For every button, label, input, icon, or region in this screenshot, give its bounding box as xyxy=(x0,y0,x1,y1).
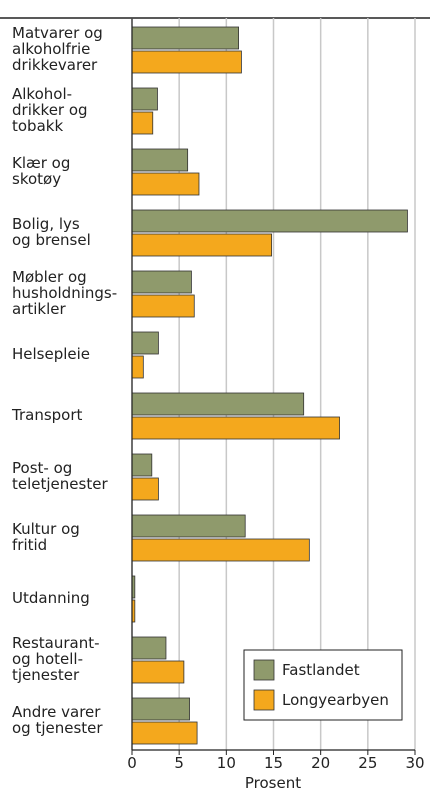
bar xyxy=(131,477,159,501)
bar xyxy=(131,392,305,416)
bar xyxy=(131,514,246,538)
bar xyxy=(131,331,159,355)
y-tick-label: Andre varer og tjenester xyxy=(12,702,103,737)
bar xyxy=(131,538,310,562)
bar xyxy=(131,416,340,440)
y-tick-label: Matvarer og alkoholfrie drikkevarer xyxy=(12,23,103,74)
bar xyxy=(131,87,158,111)
legend: Fastlandet Longyearbyen xyxy=(243,649,403,721)
bar xyxy=(131,453,153,477)
grid xyxy=(131,18,416,750)
y-tick-label: Kultur og fritid xyxy=(12,519,80,554)
bar xyxy=(131,172,200,196)
x-tick-label: 25 xyxy=(358,754,377,772)
bar xyxy=(131,270,192,294)
legend-label: Fastlandet xyxy=(282,661,360,679)
legend-swatch xyxy=(253,689,275,711)
x-tick-label: 10 xyxy=(217,754,236,772)
bar xyxy=(131,660,185,684)
bar xyxy=(131,355,144,379)
bar xyxy=(131,209,408,233)
bar xyxy=(131,636,167,660)
y-tick-label: Klær og skotøy xyxy=(12,153,71,188)
bar xyxy=(131,111,154,135)
bar xyxy=(131,233,273,257)
y-tick-label: Møbler og husholdnings- artikler xyxy=(12,267,118,318)
x-tick-label: 30 xyxy=(405,754,424,772)
x-tick-label: 20 xyxy=(311,754,330,772)
bar xyxy=(131,697,190,721)
legend-swatch xyxy=(253,659,275,681)
y-tick-label: Utdanning xyxy=(12,588,90,607)
legend-label: Longyearbyen xyxy=(282,691,389,709)
bar xyxy=(131,26,239,50)
bar xyxy=(131,50,242,74)
y-tick-label: Restaurant- og hotell- tjenester xyxy=(12,633,100,684)
x-tick-label: 0 xyxy=(127,754,137,772)
y-tick-label: Transport xyxy=(12,405,83,424)
y-tick-label: Alkohol- drikker og tobakk xyxy=(12,84,88,135)
x-tick-label: 15 xyxy=(264,754,283,772)
x-tick-label: 5 xyxy=(174,754,184,772)
y-tick-label: Bolig, lys og brensel xyxy=(12,214,91,249)
bar xyxy=(131,721,198,745)
bar xyxy=(131,148,189,172)
y-tick-label: Helsepleie xyxy=(12,344,91,363)
y-tick-label: Post- og teletjenester xyxy=(12,458,108,493)
x-axis-label: Prosent xyxy=(245,774,301,792)
bar xyxy=(131,294,195,318)
